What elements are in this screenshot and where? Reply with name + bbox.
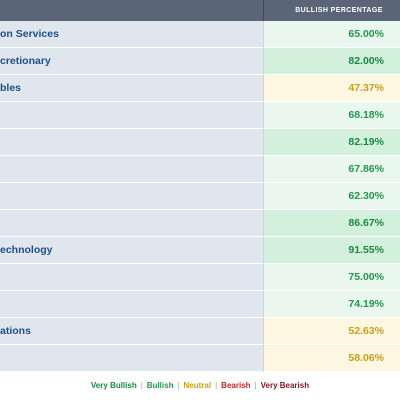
bullish-percentage: 68.18% — [264, 102, 400, 128]
bullish-percentage: 74.19% — [264, 291, 400, 317]
legend-separator: | — [215, 380, 218, 390]
table-row[interactable]: 74.19% — [0, 291, 400, 318]
column-divider — [263, 264, 264, 291]
bullish-percentage: 82.19% — [264, 129, 400, 155]
bullish-percentage: 52.63% — [264, 318, 400, 344]
column-divider — [263, 210, 264, 237]
bullish-percentage: 62.30% — [264, 183, 400, 209]
sentiment-legend: Very Bullish | Bullish | Neutral | Beari… — [0, 376, 400, 394]
bullish-percentage: 47.37% — [264, 75, 400, 101]
sector-name: echnology — [0, 237, 263, 263]
sector-name — [0, 291, 263, 317]
column-divider — [263, 345, 264, 372]
table-row[interactable]: 67.86% — [0, 156, 400, 183]
legend-very-bearish: Very Bearish — [260, 380, 310, 390]
bullish-percentage: 91.55% — [264, 237, 400, 263]
bullish-percentage: 58.06% — [264, 345, 400, 371]
column-divider — [263, 237, 264, 264]
sector-name — [0, 129, 263, 155]
sector-name — [0, 102, 263, 128]
sector-name — [0, 156, 263, 182]
column-divider — [263, 75, 264, 102]
table-row[interactable]: 82.19% — [0, 129, 400, 156]
legend-separator: | — [140, 380, 143, 390]
sector-name — [0, 345, 263, 371]
table-row[interactable]: 68.18% — [0, 102, 400, 129]
sector-name — [0, 210, 263, 236]
bullish-percentage: 67.86% — [264, 156, 400, 182]
sector-name — [0, 183, 263, 209]
column-divider — [263, 48, 264, 75]
table-row[interactable]: on Services 65.00% — [0, 21, 400, 48]
column-divider — [263, 102, 264, 129]
bullish-percentage-header[interactable]: BULLISH PERCENTAGE — [295, 7, 383, 14]
column-divider — [263, 291, 264, 318]
sector-name: on Services — [0, 21, 263, 47]
legend-separator: | — [177, 380, 180, 390]
bullish-percentage: 86.67% — [264, 210, 400, 236]
table-row[interactable]: 58.06% — [0, 345, 400, 372]
legend-very-bullish: Very Bullish — [90, 380, 137, 390]
sector-name — [0, 264, 263, 290]
column-divider — [263, 156, 264, 183]
legend-separator: | — [254, 380, 257, 390]
column-divider — [263, 129, 264, 156]
table-header: BULLISH PERCENTAGE — [0, 0, 400, 21]
table-row[interactable]: echnology 91.55% — [0, 237, 400, 264]
table-row[interactable]: 75.00% — [0, 264, 400, 291]
legend-bearish: Bearish — [221, 380, 251, 390]
bullish-percentage: 65.00% — [264, 21, 400, 47]
sector-name: bles — [0, 75, 263, 101]
bullish-percentage: 75.00% — [264, 264, 400, 290]
legend-bullish: Bullish — [146, 380, 174, 390]
table-row[interactable]: 86.67% — [0, 210, 400, 237]
header-divider — [263, 0, 264, 21]
table-row[interactable]: 62.30% — [0, 183, 400, 210]
sector-name: cretionary — [0, 48, 263, 74]
bullish-percentage: 82.00% — [264, 48, 400, 74]
column-divider — [263, 183, 264, 210]
column-divider — [263, 318, 264, 345]
sector-name: ations — [0, 318, 263, 344]
table-row[interactable]: ations 52.63% — [0, 318, 400, 345]
table-row[interactable]: bles 47.37% — [0, 75, 400, 102]
table-row[interactable]: cretionary 82.00% — [0, 48, 400, 75]
column-divider — [263, 21, 264, 48]
legend-neutral: Neutral — [183, 380, 212, 390]
